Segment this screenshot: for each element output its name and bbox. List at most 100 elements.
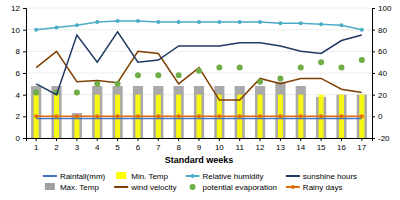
tick-mark [280,138,281,141]
legend-swatch [114,187,128,188]
tick: 7 [156,138,161,152]
tick: 14 [296,138,305,152]
bar [258,95,263,138]
tick-label: 1 [34,143,39,152]
tick-mark [36,138,37,141]
bar [359,95,364,138]
legend-swatch [45,183,55,190]
tick-mark [23,138,26,139]
point [278,21,282,25]
tick: 9 [197,138,202,152]
tick-mark [372,30,375,31]
tick-label: 6 [136,143,141,152]
point [216,65,222,71]
legend-item: Relative humidity [186,172,264,181]
tick: -20 [372,134,390,143]
tick-label: 10 [11,26,20,35]
tick-mark [137,138,138,141]
tick: 17 [357,138,366,152]
tick-label: 0 [16,134,21,143]
tick-mark [23,8,26,9]
legend-label: Rainy days [303,183,343,192]
point [197,20,201,24]
legend-label: Max. Temp [60,183,100,192]
tick-mark [372,138,375,139]
point [55,26,59,30]
point [136,19,140,23]
point [156,114,160,118]
bar [235,86,245,138]
tick-label: -20 [378,134,390,143]
bar [133,86,143,138]
legend-label: wind velocity [130,183,176,192]
tick-label: 7 [156,143,161,152]
tick-label: 100 [378,4,392,13]
bar [54,95,59,138]
tick-mark [23,51,26,52]
point [34,114,38,118]
grid-line [26,29,372,30]
point [136,114,140,118]
point [95,20,99,24]
marks [31,19,367,138]
legend-swatch-marker [190,184,196,190]
tick-label: 17 [357,143,366,152]
tick: 40 [372,69,387,78]
point [299,21,303,25]
point [217,20,221,24]
bar [135,95,140,138]
tick: 16 [337,138,346,152]
plot-area: 1234567891011121314151617024681012-20020… [11,4,392,165]
tick: 13 [276,138,285,152]
bar [319,95,324,138]
point [95,114,99,118]
bar [255,86,265,138]
tick: 5 [115,138,120,152]
point [319,114,323,118]
tick-label: 12 [256,143,265,152]
point [116,114,120,118]
bar [278,95,283,138]
bar [115,95,120,138]
line [36,21,362,30]
bar [34,95,39,138]
legend-label: Min. Temp [131,172,168,181]
tick-label: 3 [75,143,80,152]
point [258,20,262,24]
chart-container: 1234567891011121314151617024681012-20020… [0,0,400,200]
tick-label: 6 [16,69,21,78]
tick-label: 8 [16,47,21,56]
tick-mark [341,138,342,141]
point [318,59,324,65]
bar [196,95,201,138]
legend-item: Min. Temp [116,172,168,181]
line [36,32,362,95]
bar [156,95,161,138]
point [177,20,181,24]
tick: 11 [236,138,245,152]
tick: 12 [256,138,265,152]
axis-line [27,139,373,142]
point [277,75,283,81]
x-axis-title: Standard weeks [165,155,234,165]
tick: 4 [16,91,26,100]
bar [298,95,303,138]
point [176,72,182,78]
legend-item: wind velocity [114,183,176,192]
bar [176,95,181,138]
bar [339,95,344,138]
legend-swatch [286,176,300,177]
bar [74,116,79,138]
axis-line [373,9,376,139]
legend-swatch [43,176,57,177]
legend-label: sunshine hours [303,172,357,181]
tick-label: 10 [215,143,224,152]
legend-item: Rainy days [286,183,343,192]
bar [174,86,184,138]
tick: 10 [11,26,26,35]
point [135,72,141,78]
legend-swatch-line [186,175,200,177]
tick-mark [117,138,118,141]
bar [153,86,163,138]
series-scatter [33,57,365,96]
